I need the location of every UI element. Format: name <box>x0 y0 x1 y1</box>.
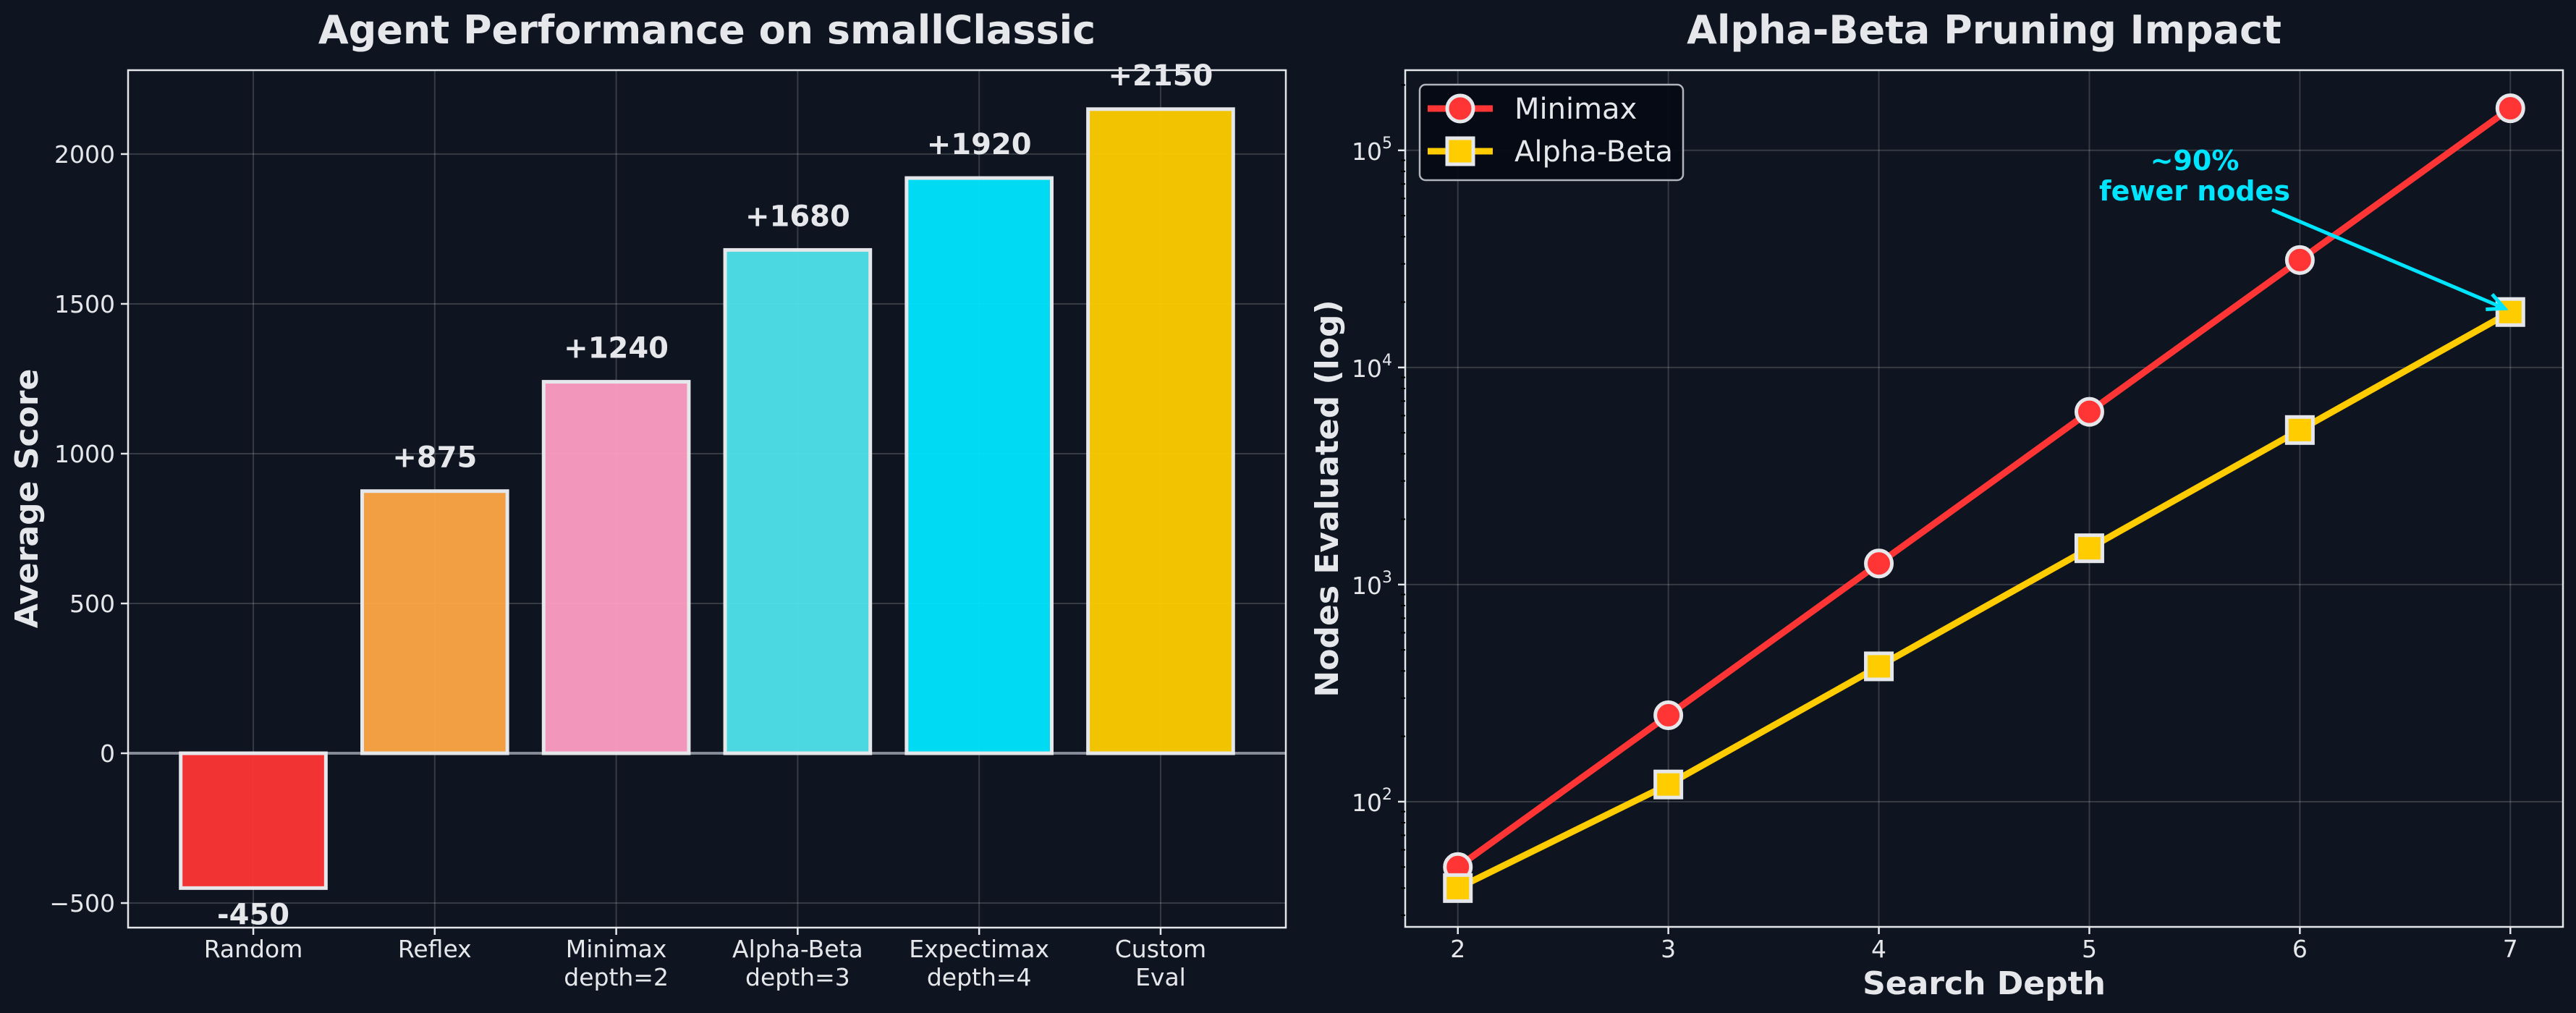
bar-minimax <box>541 380 691 755</box>
bar-chart-y-ticks: −500 0 500 1000 1500 2000 <box>49 140 128 917</box>
minimax-point <box>2284 245 2315 275</box>
bar-reflex <box>360 489 509 755</box>
y-tick-label: 104 <box>1352 352 1392 383</box>
x-tick-label: 7 <box>2503 935 2518 963</box>
x-tick-label: Alpha-Beta <box>732 935 863 963</box>
bar-alpha-beta <box>723 247 873 755</box>
line-chart-x-ticks: 2 3 4 5 6 7 <box>1450 927 2518 963</box>
legend-square-marker-icon <box>1445 136 1475 166</box>
x-tick-label: 2 <box>1450 935 1465 963</box>
minimax-point <box>1864 548 1894 579</box>
alpha-beta-point <box>1443 873 1473 903</box>
y-tick-base: 10 <box>1352 355 1382 383</box>
alpha-beta-point <box>1653 769 1684 800</box>
alpha-beta-point <box>2284 415 2315 445</box>
x-tick-label: depth=3 <box>745 963 850 991</box>
y-tick-exponent: 5 <box>1382 135 1392 153</box>
bar-chart-value-labels: -450 +875 +1240 +1680 +1920 +2150 <box>217 59 1213 932</box>
annotation-arrow <box>2271 208 2506 310</box>
x-tick-label: 4 <box>1871 935 1886 963</box>
bar-chart-y-axis-label: Average Score <box>9 369 46 629</box>
y-tick-label: −500 <box>49 889 115 917</box>
bar-chart-bars <box>179 107 1235 890</box>
line-chart-frame <box>1404 69 2564 928</box>
minimax-point <box>2495 93 2525 124</box>
bar-value-label: +875 <box>392 441 477 475</box>
legend-label-minimax: Minimax <box>1514 93 1637 126</box>
x-tick-label: 3 <box>1661 935 1676 963</box>
y-tick-label: 2000 <box>54 140 115 169</box>
y-tick-label: 102 <box>1352 786 1392 817</box>
x-tick-label: Expectimax <box>909 935 1049 963</box>
y-tick-label: 103 <box>1352 569 1392 600</box>
y-tick-label: 500 <box>69 590 115 618</box>
y-tick-exponent: 4 <box>1382 352 1392 370</box>
bar-chart-x-ticks: Random Reflex Minimaxdepth=2Alpha-Betadept… <box>204 928 1206 991</box>
legend-label-alpha-beta: Alpha-Beta <box>1514 135 1673 169</box>
legend-circle-marker-icon <box>1445 93 1475 124</box>
x-tick-label: Minimax <box>566 935 667 963</box>
bar-expectimax <box>904 176 1054 755</box>
annotation-arrowhead-icon <box>2486 293 2509 312</box>
alpha-beta-point <box>2074 533 2104 564</box>
x-tick-label: depth=2 <box>564 963 669 991</box>
legend-entry-minimax[interactable]: Minimax <box>1428 93 1637 126</box>
bar-value-label: +1240 <box>564 332 669 365</box>
y-tick-exponent: 2 <box>1382 786 1392 804</box>
y-tick-exponent: 3 <box>1382 569 1392 587</box>
x-tick-label: Eval <box>1135 963 1186 991</box>
y-tick-label: 1000 <box>54 440 115 468</box>
y-tick-label: 0 <box>100 739 115 768</box>
bar-value-label: +1680 <box>745 200 850 233</box>
x-tick-label: Custom <box>1115 935 1206 963</box>
y-tick-label: 1500 <box>54 290 115 318</box>
bar-value-label: +1920 <box>927 128 1032 161</box>
x-tick-label: 5 <box>2082 935 2097 963</box>
line-chart-annotation: ~90% fewer nodes <box>2099 145 2509 312</box>
annotation-line-2: fewer nodes <box>2099 175 2290 207</box>
bar-chart-title: Agent Performance on smallClassic <box>318 7 1096 53</box>
line-chart-y-axis-label: Nodes Evaluated (log) <box>1309 300 1346 697</box>
minimax-point <box>2074 397 2104 427</box>
bar-chart-frame <box>127 69 1287 929</box>
x-tick-label: Random <box>204 935 303 963</box>
annotation-line-1: ~90% <box>2151 145 2240 177</box>
line-chart-x-axis-label: Search Depth <box>1863 965 2106 1002</box>
series-line-alpha-beta <box>1456 309 2512 891</box>
bar-value-label: +2150 <box>1109 59 1213 93</box>
alpha-beta-point <box>1864 651 1894 682</box>
line-chart-legend[interactable]: Minimax Alpha-Beta <box>1418 83 1685 182</box>
x-tick-label: 6 <box>2292 935 2308 963</box>
y-tick-label: 105 <box>1352 135 1392 166</box>
bar-custom <box>1086 107 1235 755</box>
x-tick-label: depth=4 <box>927 963 1032 991</box>
y-tick-base: 10 <box>1352 572 1382 600</box>
x-tick-label: Reflex <box>398 935 472 963</box>
y-tick-base: 10 <box>1352 137 1382 166</box>
bar-random <box>179 751 328 890</box>
y-tick-base: 10 <box>1352 789 1382 817</box>
line-chart-title: Alpha-Beta Pruning Impact <box>1687 7 2281 53</box>
legend-entry-alpha-beta[interactable]: Alpha-Beta <box>1428 135 1673 169</box>
bar-chart: Agent Performance on smallClassic −500 0 5… <box>9 7 1287 991</box>
minimax-point <box>1653 700 1684 731</box>
bar-value-label: -450 <box>217 898 289 931</box>
